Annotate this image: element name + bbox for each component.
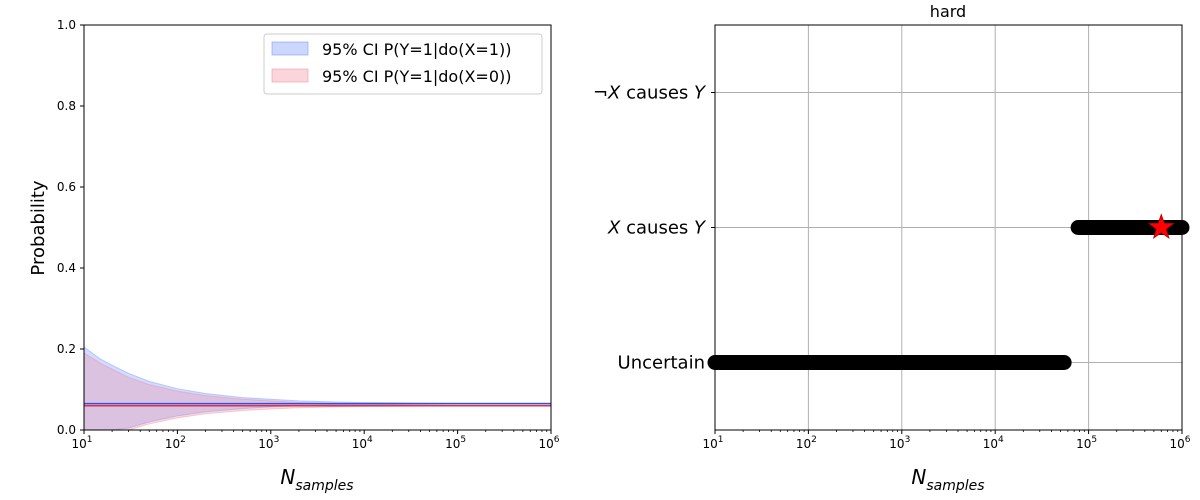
status-segments (707, 220, 1190, 370)
x-tick-label: 102 (165, 435, 186, 451)
y-tick-label: 0.8 (57, 99, 76, 113)
left-y-ticks: 0.0 0.2 0.4 0.6 0.8 1.0 (57, 18, 84, 437)
legend-swatch-x1 (271, 41, 309, 56)
ci-bands (83, 345, 552, 431)
x-tick-label: 102 (796, 435, 817, 451)
x-tick-label: 101 (702, 435, 723, 451)
left-plot-frame (83, 24, 552, 431)
category-label: Uncertain (618, 353, 705, 374)
legend-frame (263, 33, 543, 95)
right-y-ticks: Uncertain X causes Y ¬X causes Y (593, 83, 715, 374)
right-chart-title: hard (930, 2, 966, 21)
y-tick-label: 0.6 (57, 180, 76, 194)
y-tick-label: 0.2 (57, 342, 76, 356)
x-tick-label: 104 (352, 435, 373, 451)
legend-swatch-x0 (271, 68, 309, 83)
left-x-axis-title: Nsamples (280, 465, 353, 494)
mean-lines (84, 402, 551, 407)
x-tick-label: 105 (1076, 435, 1097, 451)
left-y-axis-title: Probability (28, 180, 49, 275)
legend-label-x0: 95% CI P(Y=1|do(X=0)) (322, 67, 511, 86)
x-tick-label: 104 (983, 435, 1004, 451)
marker-layer (1147, 213, 1175, 240)
category-label: ¬X causes Y (593, 83, 707, 104)
left-x-ticks: 101 102 103 104 105 106 (71, 430, 560, 451)
y-tick-label: 1.0 (57, 18, 76, 32)
x-tick-label: 106 (538, 435, 559, 451)
x-tick-label: 103 (889, 435, 910, 451)
left-legend: 95% CI P(Y=1|do(X=1)) 95% CI P(Y=1|do(X=… (263, 33, 543, 95)
y-tick-label: 0.0 (57, 423, 76, 437)
left-chart: 101 102 103 104 105 106 0.0 0.2 0.4 0.6 0.8 1.0 Pr… (28, 18, 560, 494)
right-chart: hard 101 102 103 104 105 106 Uncertain X cause… (593, 2, 1191, 494)
legend-label-x1: 95% CI P(Y=1|do(X=1)) (322, 40, 511, 59)
x-tick-label: 106 (1169, 435, 1190, 451)
right-x-axis-title: Nsamples (911, 465, 984, 494)
x-tick-label: 101 (71, 435, 92, 451)
category-label: X causes Y (607, 218, 707, 239)
x-tick-label: 105 (445, 435, 466, 451)
right-x-ticks: 101 102 103 104 105 106 (702, 430, 1191, 451)
y-tick-label: 0.4 (57, 261, 76, 275)
ci-band-1 (83, 352, 552, 431)
star-marker (1147, 213, 1175, 240)
x-tick-label: 103 (258, 435, 279, 451)
